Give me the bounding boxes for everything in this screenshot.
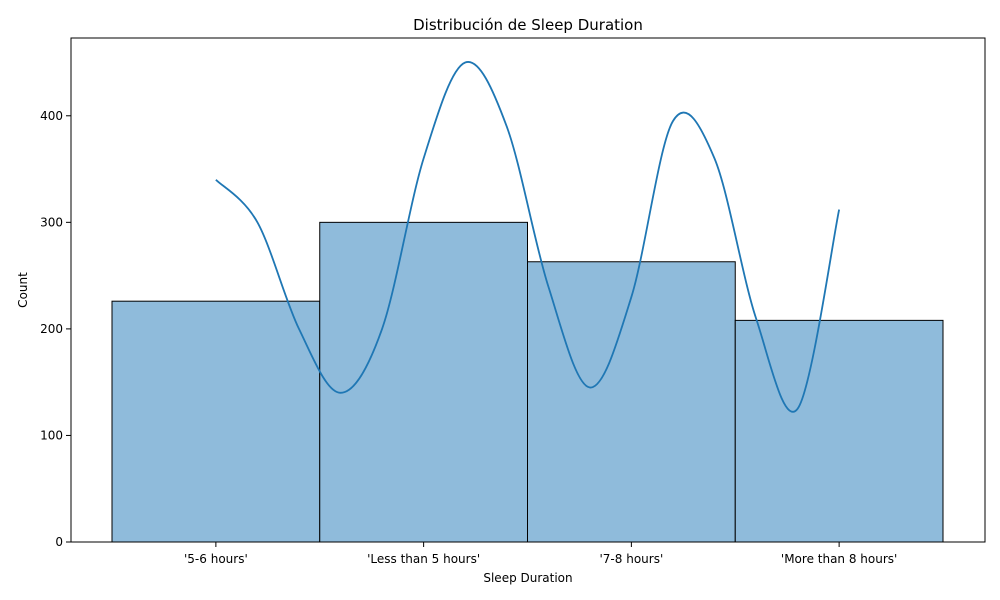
x-tick-label: 'Less than 5 hours' (367, 552, 480, 566)
x-tick-label: '5-6 hours' (184, 552, 248, 566)
y-axis-label: Count (16, 272, 30, 308)
x-axis-label: Sleep Duration (483, 571, 572, 585)
bar (734, 319, 944, 543)
y-tick-label: 0 (55, 535, 63, 549)
y-tick-label: 400 (40, 109, 63, 123)
y-tick-label: 200 (40, 322, 63, 336)
x-axis: '5-6 hours' 'Less than 5 hours' '7-8 hours… (184, 542, 897, 566)
bar (319, 221, 528, 543)
bar (527, 261, 736, 543)
y-tick-label: 300 (40, 215, 63, 229)
bar (111, 300, 321, 543)
kde-layer (215, 61, 841, 413)
plot-frame (70, 37, 986, 543)
chart-title: Distribución de Sleep Duration (413, 16, 643, 34)
y-axis: 0 100 200 300 400 (40, 109, 71, 549)
kde-line (215, 61, 841, 413)
x-tick-label: 'More than 8 hours' (781, 552, 897, 566)
y-tick-label: 100 (40, 428, 63, 442)
bars-layer (111, 221, 944, 543)
x-tick-label: '7-8 hours' (600, 552, 664, 566)
